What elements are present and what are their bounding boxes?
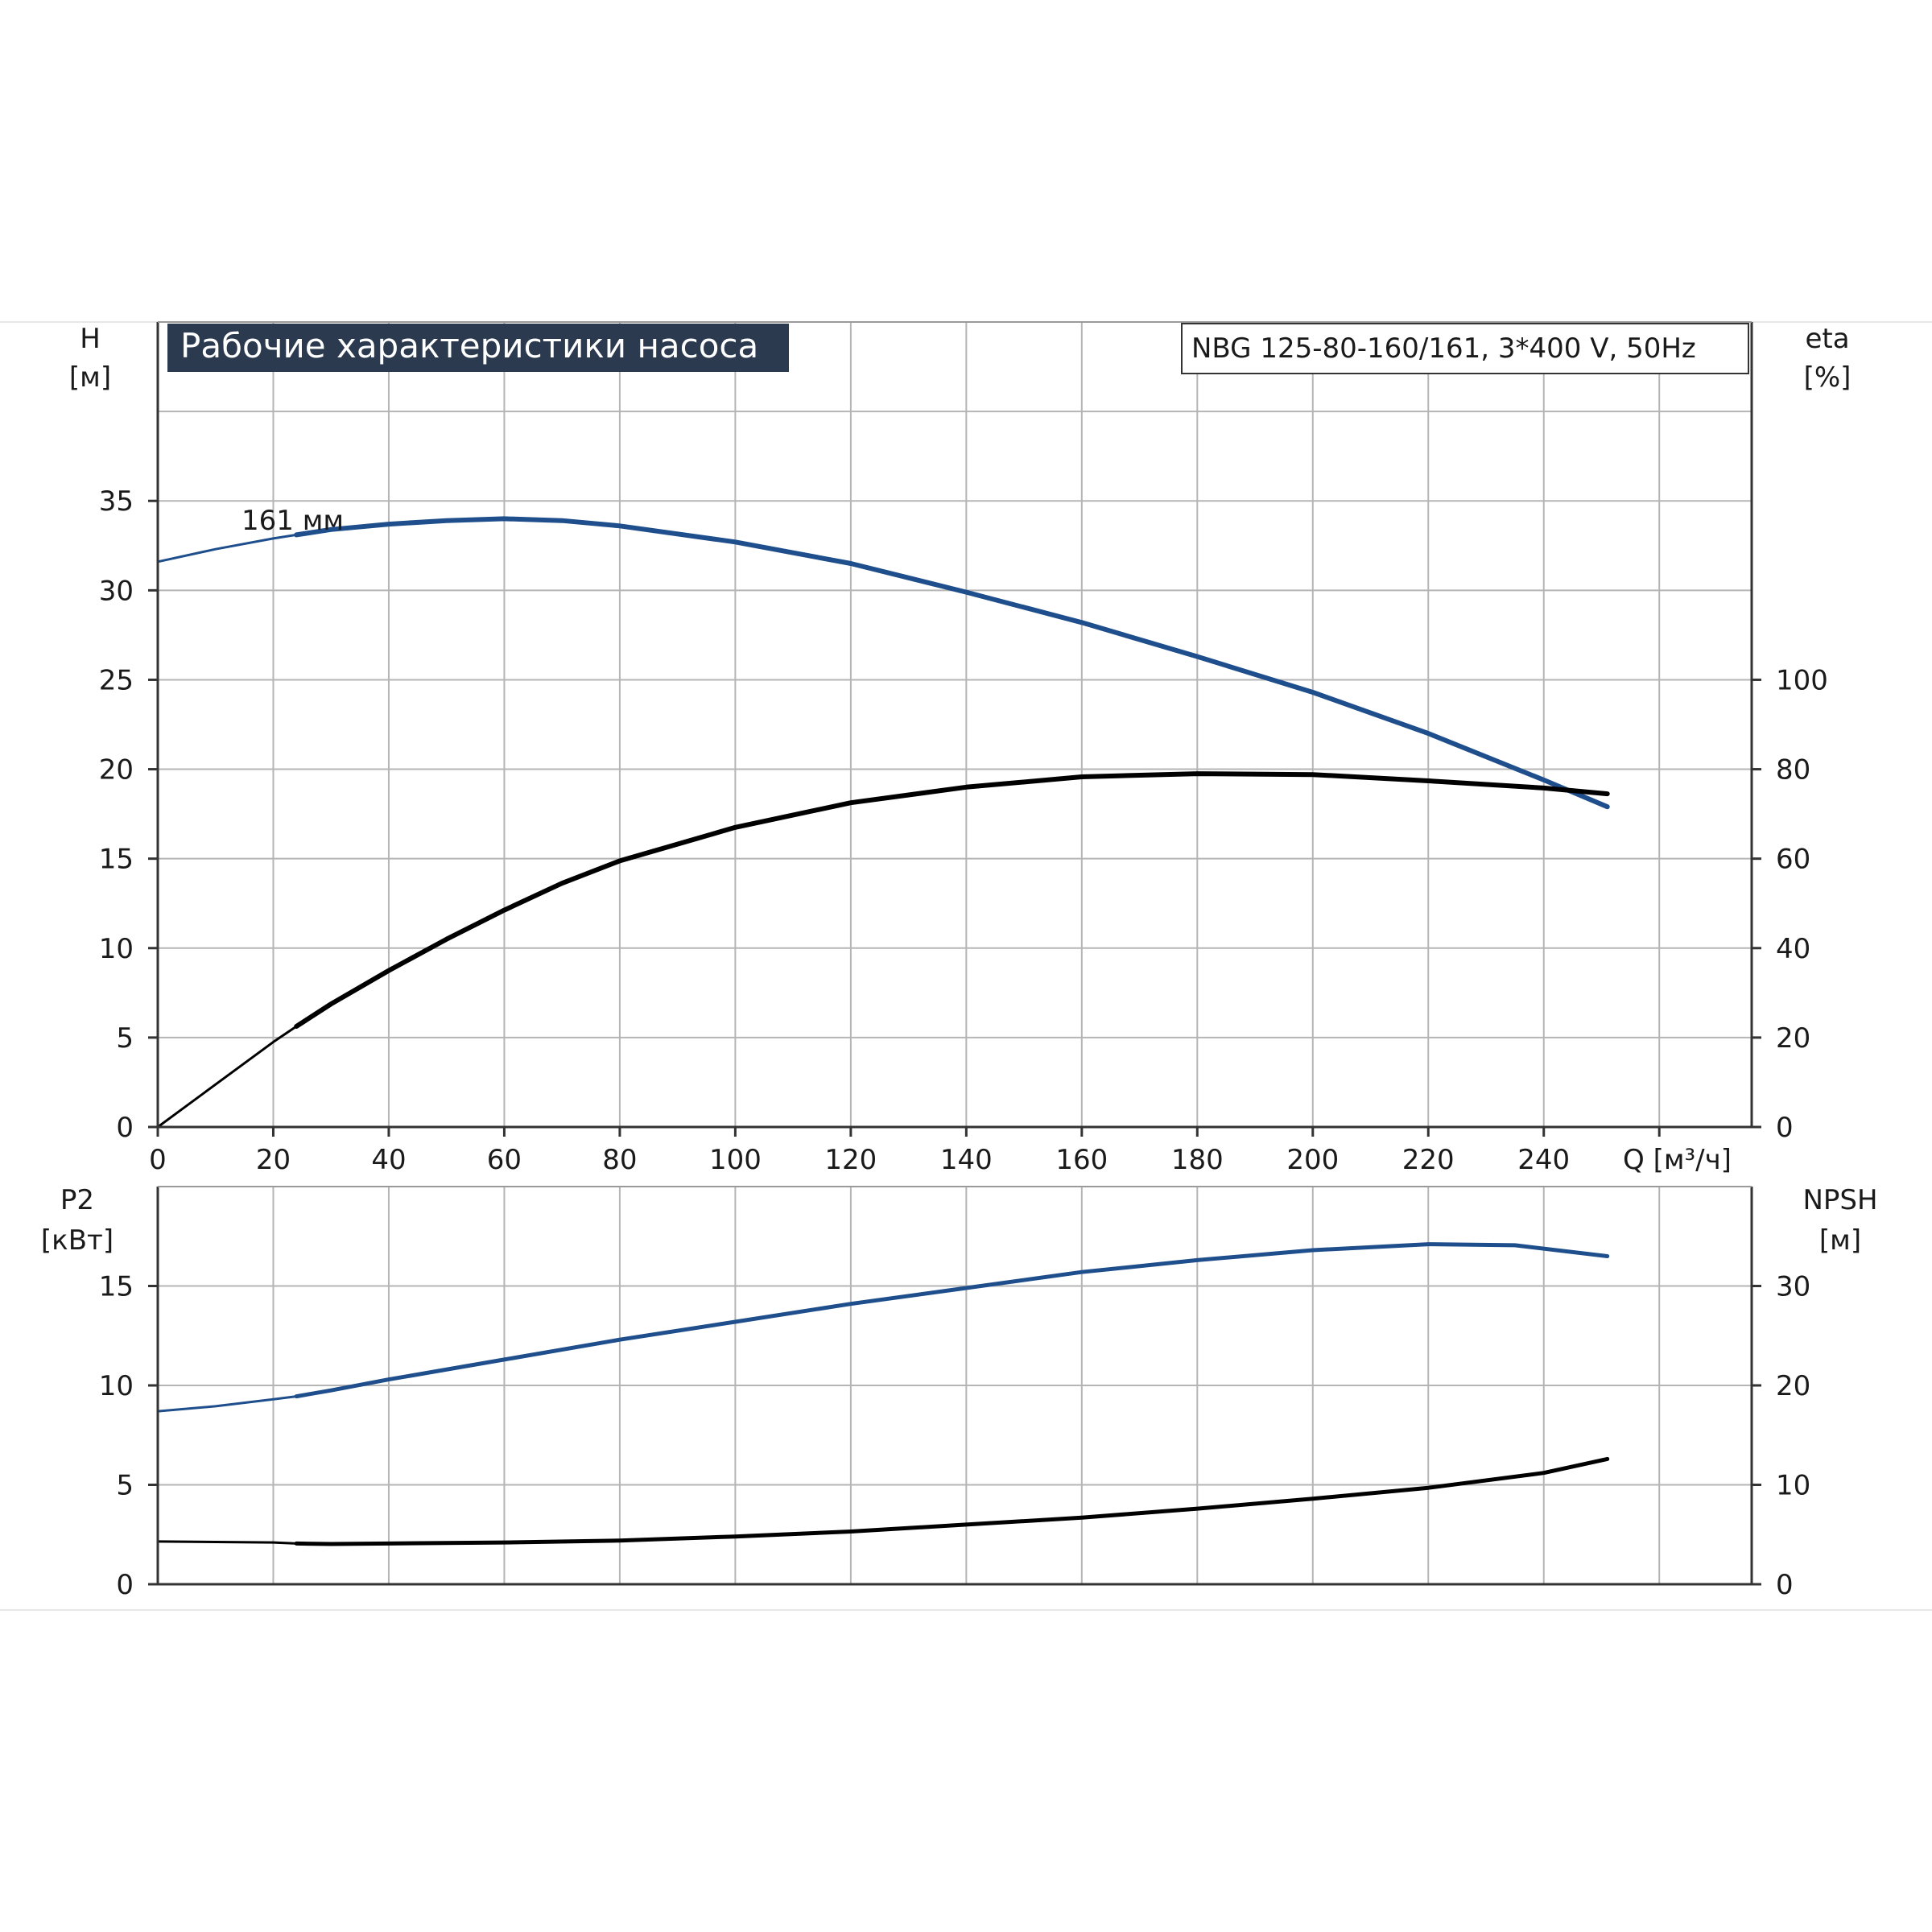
y-right-tick-label: 40: [1776, 933, 1810, 965]
y-left-tick-label: 15: [99, 844, 134, 876]
grid: [158, 321, 1752, 1127]
y-right-tick-label: 0: [1776, 1112, 1794, 1144]
eta-axis-label: eta: [1805, 323, 1849, 355]
model-box: [1181, 323, 1749, 374]
y-left-tick-label: 5: [116, 1022, 134, 1055]
x-tick-label: 220: [1402, 1144, 1455, 1176]
axes: [148, 1186, 1761, 1586]
series-layer: [156, 1242, 1610, 1546]
y-left-tick-label: 15: [99, 1271, 134, 1303]
h-axis-label: H: [80, 323, 101, 355]
series-line: [294, 1242, 1610, 1399]
head-efficiency-chart: 0 5 10 15 20 25 30 35 0 20 40 60 80 100 0 20 40 60 80 100 12…: [69, 321, 1852, 1176]
eta-axis-unit: [%]: [1804, 361, 1852, 394]
x-tick-label: 100: [709, 1144, 762, 1176]
series-line-extension: [156, 1025, 298, 1129]
x-tick-label: 140: [940, 1144, 993, 1176]
model-label: NBG 125-80-160/161, 3*400 V, 50Hz: [1191, 332, 1696, 365]
y-left-tick-label: 0: [116, 1569, 134, 1601]
chart-title: Рабочие характеристики насоса: [180, 326, 758, 365]
series-line-extension: [156, 533, 298, 564]
tick-labels: 0 5 10 15 20 25 30 35 0 20 40 60 80 100 0 20 40 60 80 100 12…: [99, 485, 1828, 1176]
impeller-diameter-label: 161 мм: [242, 505, 344, 537]
y-left-tick-label: 20: [99, 754, 134, 786]
y-left-tick-label: 5: [116, 1470, 134, 1502]
x-tick-label: 240: [1517, 1144, 1570, 1176]
y-right-tick-label: 0: [1776, 1569, 1794, 1601]
x-tick-label: 180: [1171, 1144, 1224, 1176]
y-right-tick-label: 30: [1776, 1271, 1810, 1303]
series-line: [294, 516, 1610, 810]
x-tick-label: 0: [149, 1144, 167, 1176]
x-tick-label: 120: [824, 1144, 877, 1176]
y-left-tick-label: 25: [99, 664, 134, 696]
x-axis-label: Q [м³/ч]: [1623, 1144, 1732, 1176]
series-line-extension: [156, 1395, 298, 1413]
x-tick-label: 20: [256, 1144, 291, 1176]
y-right-tick-label: 20: [1776, 1022, 1810, 1055]
y-right-tick-label: 80: [1776, 754, 1810, 786]
x-tick-label: 40: [371, 1144, 406, 1176]
tick-labels: 0 5 10 15 0 10 20 30: [99, 1271, 1811, 1602]
p2-axis-label: P2: [60, 1184, 94, 1216]
axes: [148, 321, 1761, 1137]
npsh-axis-label: NPSH: [1802, 1184, 1877, 1216]
y-right-tick-label: 20: [1776, 1370, 1810, 1402]
x-tick-label: 200: [1286, 1144, 1339, 1176]
y-left-tick-label: 10: [99, 933, 134, 965]
y-right-tick-label: 60: [1776, 844, 1810, 876]
x-tick-label: 80: [602, 1144, 637, 1176]
series-line-extension: [156, 1540, 298, 1545]
npsh-axis-unit: [м]: [1819, 1224, 1861, 1257]
y-right-tick-label: 10: [1776, 1470, 1810, 1502]
x-tick-label: 60: [487, 1144, 522, 1176]
series-layer: [156, 516, 1610, 1129]
series-line: [294, 1456, 1610, 1546]
grid: [158, 1186, 1752, 1584]
power-npsh-chart: 0 5 10 15 0 10 20 30 P2 [кВт] NPSH [м]: [41, 1184, 1878, 1601]
y-left-tick-label: 10: [99, 1370, 134, 1402]
x-tick-label: 160: [1055, 1144, 1108, 1176]
y-left-tick-label: 30: [99, 575, 134, 607]
y-left-tick-label: 35: [99, 485, 134, 518]
y-right-tick-label: 100: [1776, 664, 1828, 696]
y-left-tick-label: 0: [116, 1112, 134, 1144]
p2-axis-unit: [кВт]: [41, 1224, 114, 1257]
title-box: [167, 324, 789, 372]
h-axis-unit: [м]: [69, 361, 111, 394]
series-line: [294, 771, 1610, 1029]
